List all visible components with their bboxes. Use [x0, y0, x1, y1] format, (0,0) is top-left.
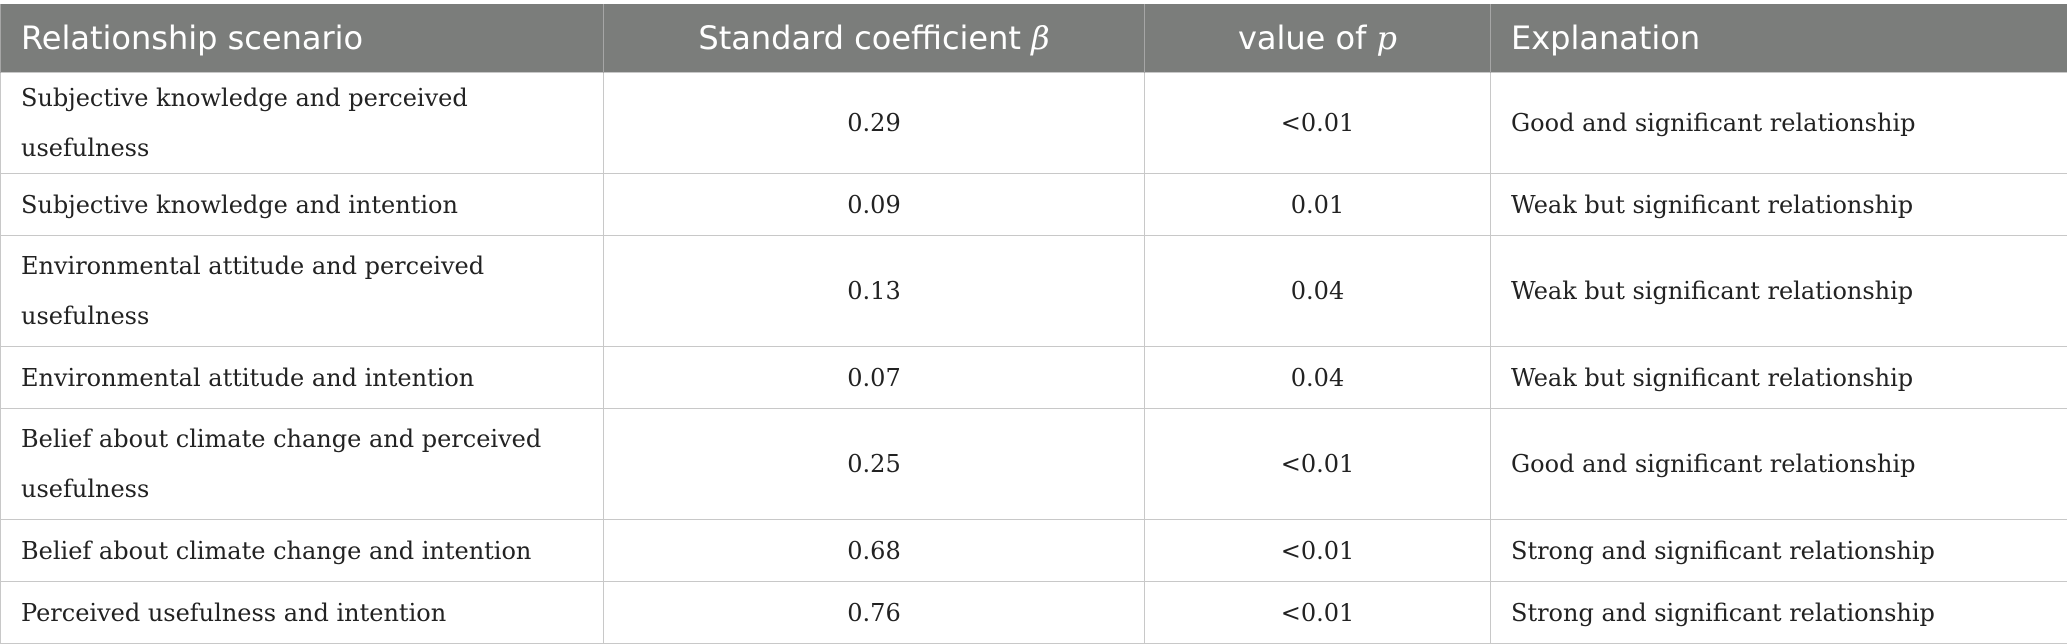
cell-explanation: Good and significant relationship	[1491, 409, 2067, 520]
cell-beta: 0.76	[604, 582, 1145, 644]
cell-explanation: Weak but significant relationship	[1491, 174, 2067, 236]
cell-explanation: Weak but significant relationship	[1491, 236, 2067, 347]
header-relationship-scenario: Relationship scenario	[1, 4, 604, 73]
cell-scenario: Belief about climate change and intentio…	[1, 520, 604, 582]
header-explanation: Explanation	[1491, 4, 2067, 73]
cell-p-value: <0.01	[1145, 520, 1491, 582]
cell-beta: 0.68	[604, 520, 1145, 582]
cell-p-value: 0.04	[1145, 236, 1491, 347]
cell-scenario: Environmental attitude and intention	[1, 347, 604, 409]
cell-beta: 0.13	[604, 236, 1145, 347]
header-p-label: value of	[1238, 19, 1377, 57]
cell-scenario: Belief about climate change and perceive…	[1, 409, 604, 520]
header-coefficient-label: Standard coefficient	[698, 19, 1031, 57]
header-p-value: value of p	[1145, 4, 1491, 73]
table-row: Environmental attitude and perceived use…	[1, 236, 2067, 347]
table-header-row: Relationship scenario Standard coefficie…	[1, 4, 2067, 73]
table-row: Subjective knowledge and intention 0.09 …	[1, 174, 2067, 236]
cell-beta: 0.29	[604, 73, 1145, 174]
header-explanation-label: Explanation	[1511, 19, 1700, 57]
cell-explanation: Strong and significant relationship	[1491, 582, 2067, 644]
header-p-symbol: p	[1377, 19, 1397, 57]
cell-scenario: Subjective knowledge and perceived usefu…	[1, 73, 604, 174]
results-table-container: Relationship scenario Standard coefficie…	[0, 4, 2067, 644]
cell-beta: 0.25	[604, 409, 1145, 520]
table-row: Belief about climate change and intentio…	[1, 520, 2067, 582]
cell-p-value: 0.04	[1145, 347, 1491, 409]
cell-p-value: 0.01	[1145, 174, 1491, 236]
cell-p-value: <0.01	[1145, 582, 1491, 644]
table-row: Environmental attitude and intention 0.0…	[1, 347, 2067, 409]
cell-p-value: <0.01	[1145, 73, 1491, 174]
cell-explanation: Strong and significant relationship	[1491, 520, 2067, 582]
relationship-results-table: Relationship scenario Standard coefficie…	[0, 4, 2067, 644]
cell-beta: 0.09	[604, 174, 1145, 236]
cell-p-value: <0.01	[1145, 409, 1491, 520]
table-row: Perceived usefulness and intention 0.76 …	[1, 582, 2067, 644]
header-standard-coefficient: Standard coefficient β	[604, 4, 1145, 73]
table-row: Subjective knowledge and perceived usefu…	[1, 73, 2067, 174]
cell-scenario: Subjective knowledge and intention	[1, 174, 604, 236]
cell-scenario: Environmental attitude and perceived use…	[1, 236, 604, 347]
header-relationship-label: Relationship scenario	[21, 19, 363, 57]
cell-explanation: Weak but significant relationship	[1491, 347, 2067, 409]
cell-beta: 0.07	[604, 347, 1145, 409]
cell-scenario: Perceived usefulness and intention	[1, 582, 604, 644]
cell-explanation: Good and significant relationship	[1491, 73, 2067, 174]
header-beta-symbol: β	[1031, 19, 1050, 57]
table-row: Belief about climate change and perceive…	[1, 409, 2067, 520]
